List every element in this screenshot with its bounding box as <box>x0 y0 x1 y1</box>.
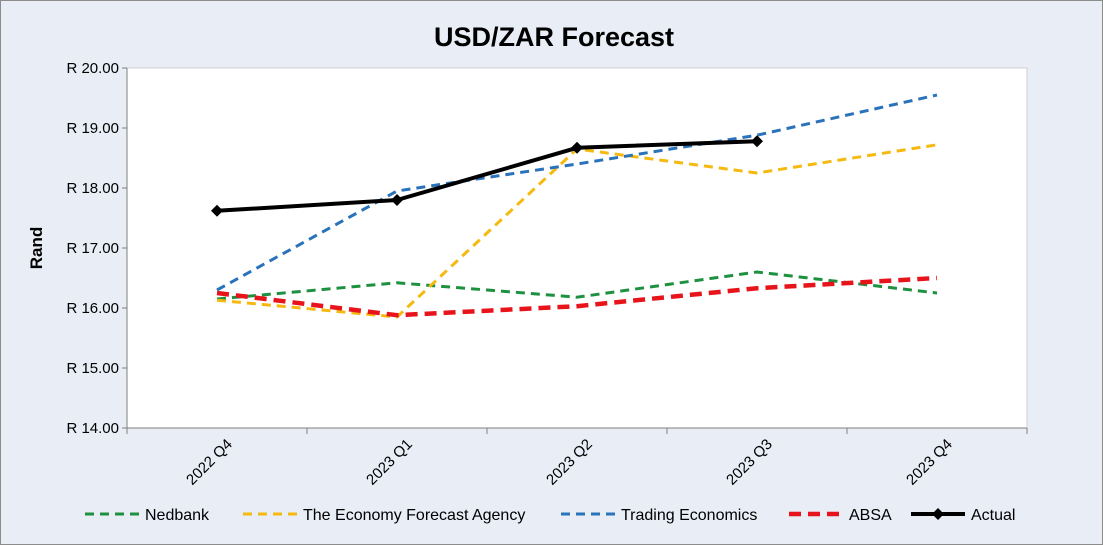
y-tick-label: R 16.00 <box>66 300 119 317</box>
series-trading-economics <box>216 93 938 292</box>
x-tick-label: 2023 Q1 <box>363 436 416 489</box>
legend-item: The Economy Forecast Agency <box>243 507 525 524</box>
y-tick-label: R 19.00 <box>66 120 119 137</box>
series-absa <box>216 275 938 318</box>
x-tick-label: 2022 Q4 <box>183 436 236 489</box>
y-tick-label: R 15.00 <box>66 360 119 377</box>
legend-marker <box>932 508 944 520</box>
data-point <box>211 204 223 217</box>
series-line <box>216 275 938 318</box>
legend-item: Actual <box>911 507 1015 524</box>
y-tick-label: R 17.00 <box>66 240 119 257</box>
legend-label: Nedbank <box>145 507 210 524</box>
data-point <box>391 194 403 206</box>
series-line <box>216 93 938 292</box>
y-tick-label: R 18.00 <box>66 180 119 197</box>
series-line <box>216 270 938 301</box>
series-actual <box>211 135 763 217</box>
x-tick-label: 2023 Q4 <box>903 436 956 489</box>
y-axis-label: Rand <box>27 227 46 270</box>
chart-title: USD/ZAR Forecast <box>434 22 674 52</box>
series-nedbank <box>216 270 938 301</box>
legend-label: ABSA <box>849 507 892 524</box>
data-point <box>751 135 763 148</box>
x-tick-label: 2023 Q2 <box>543 436 596 489</box>
data-point <box>571 141 583 154</box>
legend-label: Trading Economics <box>621 507 757 524</box>
legend-item: Nedbank <box>85 507 210 524</box>
x-tick-label: 2023 Q3 <box>723 436 776 489</box>
legend-label: Actual <box>971 507 1015 524</box>
legend: Nedbank The Economy Forecast Agency Tradin… <box>85 507 1015 524</box>
legend-item: ABSA <box>789 507 892 524</box>
legend-label: The Economy Forecast Agency <box>303 507 525 524</box>
plot-area <box>126 67 1028 429</box>
y-tick-label: R 14.00 <box>66 420 119 437</box>
y-tick-label: R 20.00 <box>66 60 119 77</box>
series-lines <box>211 93 938 319</box>
legend-item: Trading Economics <box>561 507 757 524</box>
series-line <box>216 139 758 213</box>
